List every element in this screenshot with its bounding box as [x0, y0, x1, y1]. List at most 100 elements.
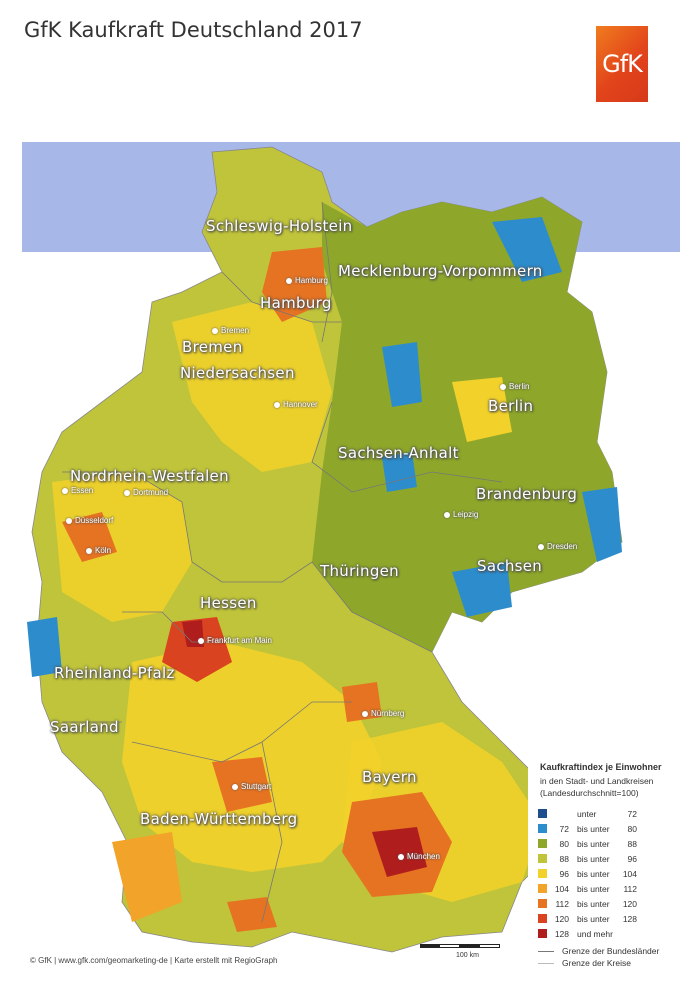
region-stuttgart: [212, 757, 272, 812]
legend-row: unter 72: [538, 808, 637, 819]
legend-row: 72 bis unter 80: [538, 823, 637, 834]
city-name: Leipzig: [453, 510, 479, 519]
city-dot: [286, 277, 292, 284]
city-name: Köln: [95, 546, 112, 555]
legend-text: bis unter: [577, 823, 610, 834]
label-niedersachsen: Niedersachsen: [180, 364, 295, 382]
legend-to: 112: [623, 883, 637, 894]
city-name: Dresden: [547, 542, 578, 551]
legend-text: bis unter: [577, 853, 610, 864]
legend-to: 104: [622, 868, 637, 879]
city-dot: [274, 401, 280, 408]
city-berlin: Berlin: [500, 382, 529, 391]
label-berlin: Berlin: [488, 397, 534, 415]
credit-text: © GfK | www.gfk.com/geomarketing-de | Ka…: [30, 956, 278, 965]
region-erzgebirge-blue: [452, 562, 512, 617]
sea-north: [22, 142, 680, 212]
legend-row: 120 bis unter 128: [538, 913, 637, 924]
city-name: Nürnberg: [371, 709, 405, 718]
legend-subtitle-2: (Landesdurchschnitt=100): [540, 788, 639, 798]
city-frankfurt: Frankfurt am Main: [198, 636, 272, 645]
city-dot: [212, 327, 218, 334]
map-title: GfK Kaufkraft Deutschland 2017: [24, 18, 363, 42]
legend-swatch: [538, 899, 547, 908]
label-thueringen: Thüringen: [320, 562, 399, 580]
legend-line-symbol: [538, 962, 554, 964]
legend-line-label: Grenze der Bundesländer: [562, 946, 660, 956]
legend-line-label: Grenze der Kreise: [562, 958, 631, 968]
region-nrw-yellow: [52, 472, 192, 622]
legend-row: 80 bis unter 88: [538, 838, 637, 849]
label-sachsen-anhalt: Sachsen-Anhalt: [338, 444, 459, 462]
city-name: Hannover: [283, 400, 318, 409]
city-dot: [444, 511, 450, 518]
legend-to: 128: [622, 913, 637, 924]
label-bremen: Bremen: [182, 338, 243, 356]
label-rheinland-pfalz: Rheinland-Pfalz: [54, 664, 175, 682]
legend-from: 96: [559, 868, 569, 879]
legend-text: bis unter: [577, 883, 610, 894]
scale-label: 100 km: [456, 952, 479, 959]
state-borders: [62, 201, 503, 923]
legend-line-states: Grenze der Bundesländer: [538, 946, 659, 956]
legend-subtitle-1: in den Stadt- und Landkreisen: [540, 776, 654, 786]
label-hamburg: Hamburg: [260, 294, 332, 312]
label-baden-wuerttemberg: Baden-Württemberg: [140, 810, 298, 828]
city-name: München: [407, 852, 440, 861]
city-dot: [198, 637, 204, 644]
legend-row: 96 bis unter 104: [538, 868, 637, 879]
legend-line-districts: Grenze der Kreise: [538, 958, 631, 968]
region-frankfurt: [162, 617, 232, 682]
region-muenchen-core: [372, 827, 427, 877]
label-mecklenburg-vorpommern: Mecklenburg-Vorpommern: [338, 262, 543, 280]
legend-from: 72: [559, 823, 569, 834]
legend-row: 128 und mehr: [538, 928, 637, 939]
legend-to: 88: [627, 838, 637, 849]
city-dot: [124, 489, 130, 496]
city-name: Essen: [71, 486, 94, 495]
legend-text: und mehr: [577, 928, 613, 939]
region-berlin-yellow: [452, 377, 512, 442]
region-eifel-blue: [27, 617, 62, 677]
city-stuttgart: Stuttgart: [232, 782, 271, 791]
region-nuernberg: [342, 682, 382, 722]
legend-from: 80: [559, 838, 569, 849]
city-dresden: Dresden: [538, 542, 577, 551]
legend-title: Kaufkraftindex je Einwohner: [540, 762, 662, 772]
city-dortmund: Dortmund: [124, 488, 168, 497]
scale-bar-graphic: [420, 944, 500, 948]
region-lausitz-blue: [582, 487, 622, 562]
label-sachsen: Sachsen: [477, 557, 543, 575]
city-name: Dortmund: [133, 488, 169, 497]
legend-swatch: [538, 884, 547, 893]
germany-map: Schleswig-Holstein Mecklenburg-Vorpommer…: [22, 142, 680, 970]
region-vorpommern-blue: [492, 217, 562, 282]
legend-row: 112 bis unter 120: [538, 898, 637, 909]
legend-row: 104 bis unter 112: [538, 883, 637, 894]
label-saarland: Saarland: [50, 718, 119, 736]
city-name: Bremen: [221, 326, 250, 335]
region-bodensee: [227, 897, 277, 932]
region-duesseldorf: [62, 512, 117, 562]
legend-swatch: [538, 869, 547, 878]
label-bayern: Bayern: [362, 768, 417, 786]
city-duesseldorf: Düsseldorf: [66, 516, 113, 525]
gfk-logo: GfK: [596, 26, 648, 102]
city-name: Hamburg: [295, 276, 328, 285]
legend-to: 80: [627, 823, 637, 834]
city-dot: [398, 853, 404, 860]
legend-text: unter: [577, 808, 597, 819]
city-dot: [538, 543, 544, 550]
legend-swatch: [538, 914, 547, 923]
city-dot: [62, 487, 68, 494]
city-koeln: Köln: [86, 546, 111, 555]
label-nordrhein-westfalen: Nordrhein-Westfalen: [70, 467, 229, 485]
legend-swatch: [538, 809, 547, 818]
region-altmark-blue: [382, 342, 422, 407]
city-nuernberg: Nürnberg: [362, 709, 404, 718]
legend-to: 120: [622, 898, 637, 909]
region-hamburg: [262, 247, 327, 322]
legend-swatch: [538, 929, 547, 938]
city-dot: [500, 383, 506, 390]
legend-swatch: [538, 839, 547, 848]
